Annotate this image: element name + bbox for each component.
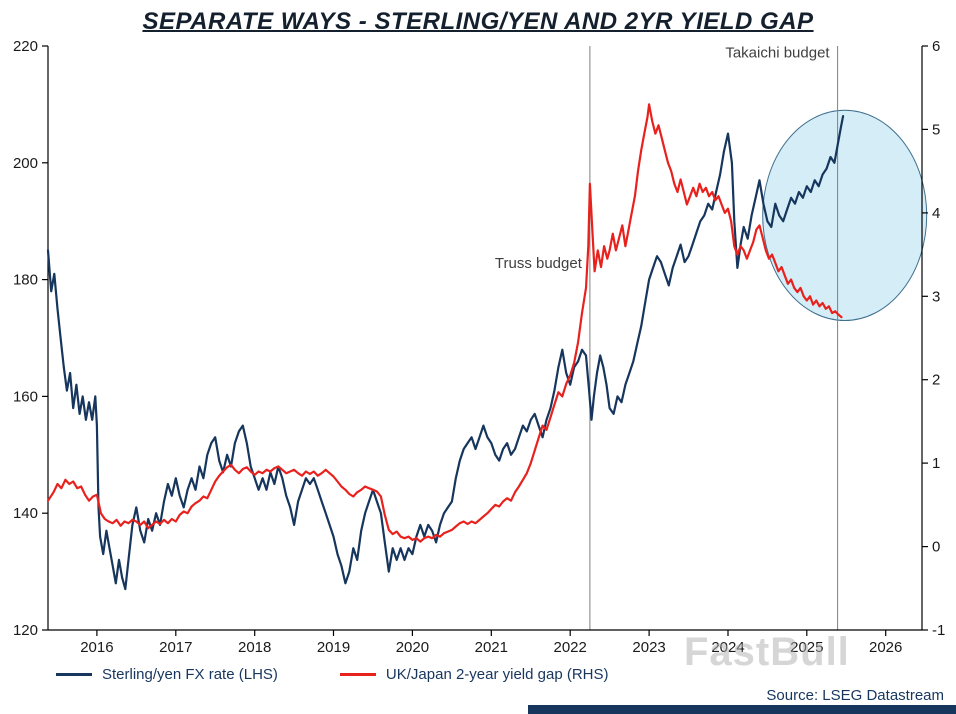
left-axis-tick-label: 120 <box>13 622 38 639</box>
right-axis-tick-label: 0 <box>932 539 940 556</box>
legend-item-yield-gap: UK/Japan 2-year yield gap (RHS) <box>339 666 609 683</box>
x-axis-tick-label: 2018 <box>238 639 271 656</box>
tick-marks <box>42 45 928 636</box>
x-axis-tick-label: 2016 <box>80 639 113 656</box>
x-axis-tick-label: 2023 <box>632 639 665 656</box>
right-axis-tick-label: 1 <box>932 455 940 472</box>
right-axis-tick-label: 2 <box>932 372 940 389</box>
sterling-yen-line <box>46 114 845 591</box>
left-axis-tick-label: 200 <box>13 155 38 172</box>
event-label-1: Takaichi budget <box>725 45 830 62</box>
right-axis-tick-label: -1 <box>932 622 945 639</box>
bottom-bar <box>528 705 956 714</box>
chart-window: SEPARATE WAYS - STERLING/YEN AND 2YR YIE… <box>13 8 956 714</box>
right-axis-tick-label: 5 <box>932 121 940 138</box>
left-axis-tick-label: 160 <box>13 388 38 405</box>
legend: Sterling/yen FX rate (LHS) UK/Japan 2-ye… <box>56 666 609 683</box>
event-label-0: Truss budget <box>495 255 583 272</box>
axes-frame <box>47 46 923 631</box>
yield-gap-line <box>46 103 843 543</box>
x-axis-tick-label: 2020 <box>396 639 429 656</box>
legend-label-yield-gap: UK/Japan 2-year yield gap (RHS) <box>385 666 609 683</box>
tick-labels: 120 140 160 180 200 220 -1 0 1 2 3 4 5 6 2016 2017 2018 2… <box>13 38 945 656</box>
right-axis-tick-label: 4 <box>932 205 940 222</box>
x-axis-tick-label: 2022 <box>554 639 587 656</box>
legend-label-fx: Sterling/yen FX rate (LHS) <box>102 666 278 683</box>
x-axis-tick-label: 2025 <box>790 639 823 656</box>
fx-line-swatch <box>56 673 92 676</box>
right-axis-tick-label: 3 <box>932 288 940 305</box>
left-axis-tick-label: 180 <box>13 272 38 289</box>
source-text: Source: LSEG Datastream <box>766 687 944 704</box>
legend-item-fx: Sterling/yen FX rate (LHS) <box>56 666 278 683</box>
right-axis-tick-label: 6 <box>932 38 940 55</box>
x-axis-tick-label: 2017 <box>159 639 192 656</box>
chart-title: SEPARATE WAYS - STERLING/YEN AND 2YR YIE… <box>142 8 814 35</box>
x-axis-tick-label: 2021 <box>475 639 508 656</box>
x-axis-tick-label: 2019 <box>317 639 350 656</box>
x-axis-tick-label: 2026 <box>869 639 902 656</box>
yield-gap-line-swatch <box>339 673 376 676</box>
x-axis-tick-label: 2024 <box>711 639 744 656</box>
highlight-ellipse <box>762 109 928 321</box>
left-axis-tick-label: 220 <box>13 38 38 55</box>
left-axis-tick-label: 140 <box>13 505 38 522</box>
